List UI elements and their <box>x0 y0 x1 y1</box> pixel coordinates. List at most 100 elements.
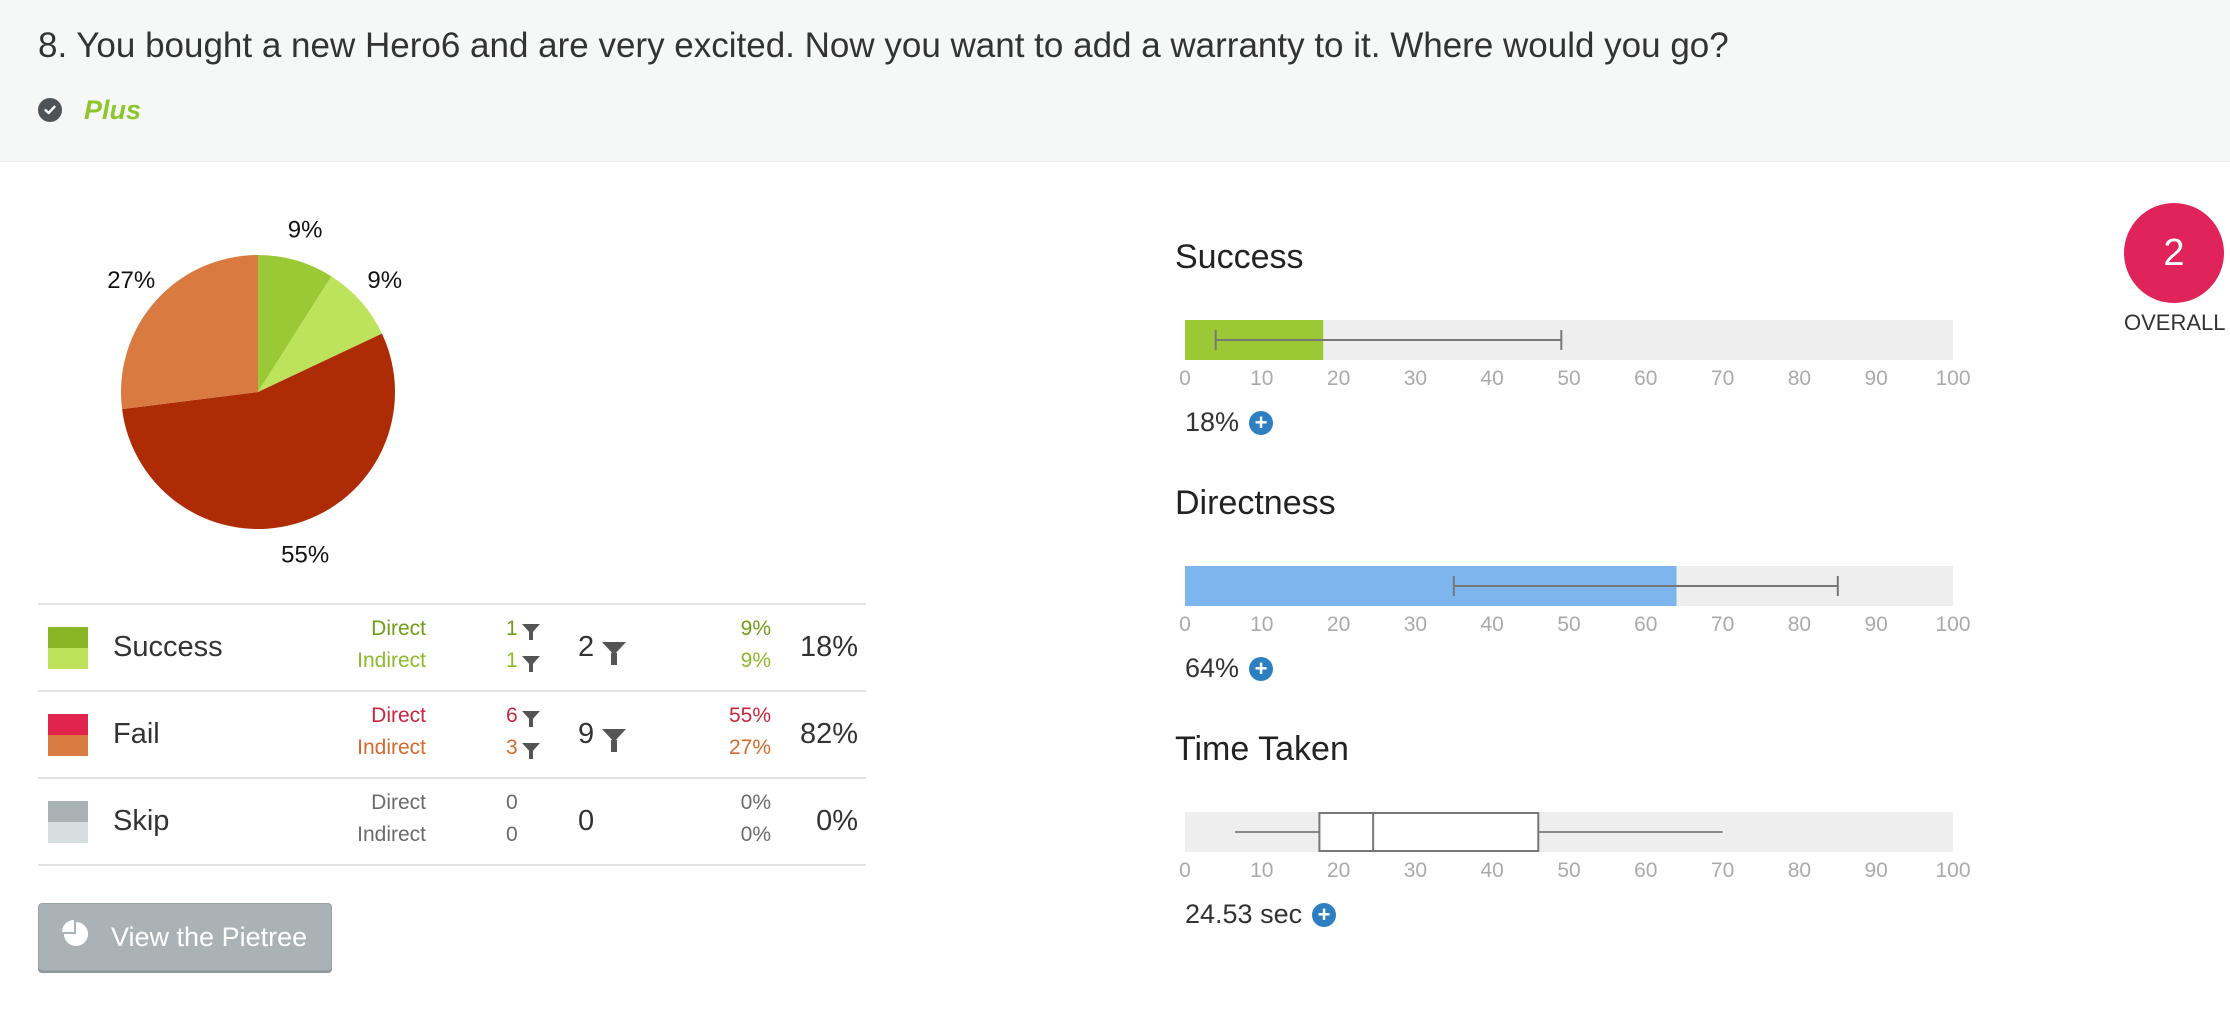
axis-tick: 100 <box>1935 613 1971 636</box>
axis-tick: 100 <box>1935 859 1971 882</box>
axis-tick: 80 <box>1787 613 1812 636</box>
total-count: 0 <box>578 805 594 838</box>
filter-icon[interactable] <box>521 656 540 673</box>
direct-count-value: 0 <box>506 791 518 814</box>
total-count[interactable]: 2 <box>578 631 627 665</box>
skip-direct-swatch <box>48 801 88 822</box>
expand-plus-icon[interactable]: + <box>1312 902 1337 927</box>
pie-slice <box>120 255 258 410</box>
direct-count-value: 1 <box>506 617 518 640</box>
pie-slice-label: 9% <box>288 217 323 244</box>
axis-tick: 10 <box>1250 367 1274 390</box>
check-circle-icon <box>38 98 62 122</box>
legend-name: Success <box>113 631 223 663</box>
legend-row-success: Success Direct Indirect 1 1 2 9% 9% 18% <box>38 605 866 692</box>
direct-count[interactable]: 1 <box>506 617 540 641</box>
axis-tick: 50 <box>1557 367 1581 390</box>
expand-plus-icon[interactable]: + <box>1249 656 1274 681</box>
legend-name: Fail <box>113 718 160 750</box>
question-title: 8. You bought a new Hero6 and are very e… <box>38 26 1729 65</box>
directness-value: 64% <box>1185 653 1240 683</box>
success-direct-swatch <box>48 627 88 648</box>
axis-tick: 20 <box>1326 859 1351 882</box>
direct-count-value: 6 <box>506 704 518 727</box>
time-taken-value-row: 24.53 sec + <box>1185 899 1337 930</box>
indirect-label: Indirect <box>357 649 426 672</box>
filter-icon[interactable] <box>602 728 627 752</box>
expand-plus-icon[interactable]: + <box>1249 410 1274 435</box>
filter-icon[interactable] <box>602 641 627 665</box>
view-pietree-button[interactable]: View the Pietree <box>38 903 332 971</box>
filter-icon[interactable] <box>521 624 540 641</box>
total-pct: 82% <box>799 718 858 750</box>
overall-score-badge: 2 <box>2124 203 2224 303</box>
axis-tick: 40 <box>1480 613 1504 636</box>
fail-direct-swatch <box>48 714 88 735</box>
time-taken-title: Time Taken <box>1175 730 1349 768</box>
axis-tick: 70 <box>1710 367 1735 390</box>
axis-tick: 90 <box>1864 367 1888 390</box>
total-count[interactable]: 9 <box>578 718 627 752</box>
total-pct: 18% <box>799 631 858 663</box>
overall-label: OVERALL <box>2124 310 2226 335</box>
axis-tick: 50 <box>1557 859 1581 882</box>
axis-tick: 0 <box>1179 613 1191 636</box>
legend-row-skip: Skip Direct Indirect 0 0 0 0% 0% 0% <box>38 779 866 866</box>
question-header: 8. You bought a new Hero6 and are very e… <box>0 0 2230 162</box>
interquartile-box <box>1318 812 1540 852</box>
success-swatch <box>48 627 88 669</box>
tag-label: Plus <box>84 94 142 125</box>
legend-name: Skip <box>113 805 170 837</box>
pie-slice <box>258 255 332 392</box>
direct-label: Direct <box>371 704 426 727</box>
total-count-value: 2 <box>578 631 595 663</box>
question-tag: Plus <box>38 92 141 128</box>
indirect-count[interactable]: 3 <box>506 736 540 760</box>
directness-value-row: 64% + <box>1185 653 1274 684</box>
direct-label: Direct <box>371 791 426 814</box>
view-pietree-label: View the Pietree <box>111 921 308 952</box>
results-legend-table: Success Direct Indirect 1 1 2 9% 9% 18% … <box>38 603 866 866</box>
axis-tick: 10 <box>1250 859 1274 882</box>
success-value: 18% <box>1185 407 1240 437</box>
direct-pct: 9% <box>740 617 771 640</box>
direct-count: 0 <box>506 791 518 815</box>
skip-indirect-swatch <box>48 822 88 843</box>
time-taken-track <box>1185 812 1953 852</box>
pie-slice-label: 9% <box>367 267 402 294</box>
indirect-count-value: 1 <box>506 649 518 672</box>
success-bar-svg <box>1185 320 1563 360</box>
pie-slice <box>122 333 395 529</box>
axis-tick: 0 <box>1179 859 1191 882</box>
success-title: Success <box>1175 238 1304 276</box>
axis-tick: 80 <box>1787 367 1812 390</box>
axis-tick: 40 <box>1480 859 1504 882</box>
time-taken-boxplot-svg <box>1234 812 1723 852</box>
direct-pct: 55% <box>728 704 771 727</box>
success-value-row: 18% + <box>1185 407 1274 438</box>
total-pct: 0% <box>816 805 858 837</box>
direct-label: Direct <box>371 617 426 640</box>
axis-tick: 50 <box>1557 613 1581 636</box>
axis-tick: 30 <box>1403 367 1428 390</box>
pie-slice-label: 55% <box>281 541 329 568</box>
indirect-pct: 0% <box>740 823 771 846</box>
axis-tick: 30 <box>1403 859 1428 882</box>
indirect-count[interactable]: 1 <box>506 649 540 673</box>
filter-icon[interactable] <box>521 743 540 760</box>
pie-chart-svg: 9% 9% 55% 27% <box>107 217 402 569</box>
axis-tick: 60 <box>1634 859 1658 882</box>
directness-title: Directness <box>1175 484 1336 522</box>
direct-count[interactable]: 6 <box>506 704 540 728</box>
indirect-label: Indirect <box>357 736 426 759</box>
indirect-count-value: 0 <box>506 823 518 846</box>
axis-tick: 90 <box>1864 613 1888 636</box>
axis-tick: 10 <box>1250 613 1274 636</box>
filter-icon[interactable] <box>521 711 540 728</box>
axis-tick: 40 <box>1480 367 1504 390</box>
fail-indirect-swatch <box>48 735 88 756</box>
indirect-pct: 9% <box>740 649 771 672</box>
fail-swatch <box>48 714 88 756</box>
results-pie-chart: 9% 9% 55% 27% <box>90 195 440 575</box>
indirect-count-value: 3 <box>506 736 518 759</box>
